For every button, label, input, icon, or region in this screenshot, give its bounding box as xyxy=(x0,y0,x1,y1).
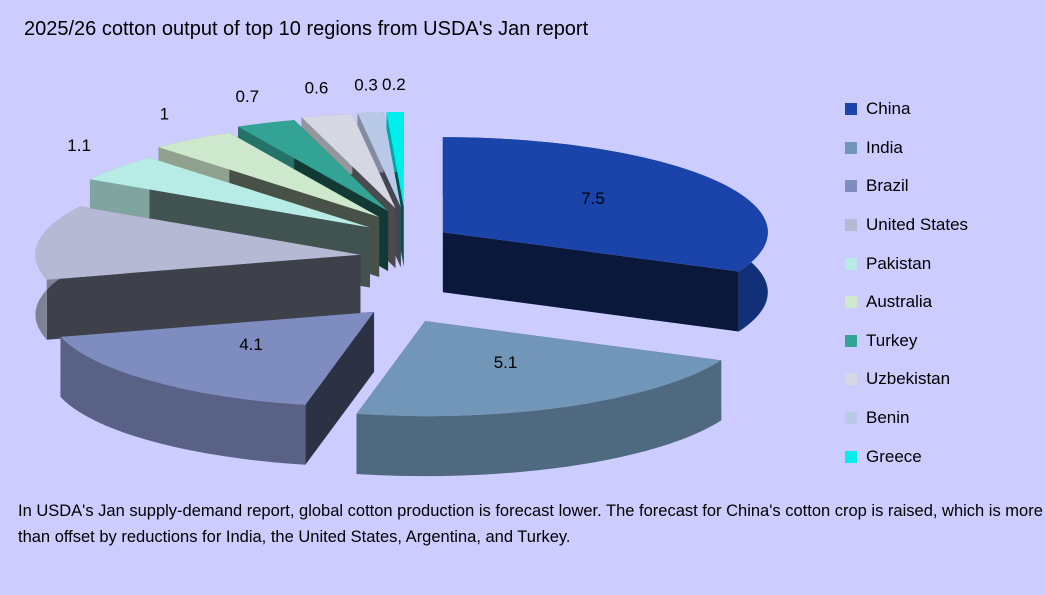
footnote: In USDA's Jan supply-demand report, glob… xyxy=(18,502,1043,546)
legend-label: Australia xyxy=(866,292,933,312)
legend-label: Greece xyxy=(866,446,922,466)
legend-label: Benin xyxy=(866,408,910,428)
slice-top xyxy=(356,321,722,417)
legend-item: Brazil xyxy=(845,167,968,206)
legend-item: United States xyxy=(845,206,968,245)
legend-item: India xyxy=(845,129,968,168)
legend-swatch xyxy=(845,219,857,232)
legend-swatch xyxy=(845,334,857,347)
data-label: 0.3 xyxy=(354,75,378,94)
legend-label: Turkey xyxy=(866,330,918,350)
pie-slice-brazil xyxy=(60,311,375,465)
slice-top xyxy=(357,112,401,208)
legend-item: Australia xyxy=(845,283,968,322)
legend-item: Uzbekistan xyxy=(845,360,968,399)
slice-top xyxy=(158,132,380,217)
legend-item: Benin xyxy=(845,399,968,438)
data-label: 1 xyxy=(160,105,169,124)
slice-side-face xyxy=(442,232,739,332)
legend-label: Brazil xyxy=(866,176,909,196)
legend-swatch xyxy=(845,296,857,309)
pie-slice-india xyxy=(356,321,722,477)
slice-outer-wall xyxy=(60,336,306,465)
pie-slice-united-states xyxy=(35,206,361,340)
data-label: 0.2 xyxy=(382,75,406,94)
legend-swatch xyxy=(845,180,857,193)
legend-item: Greece xyxy=(845,437,968,476)
legend-label: Uzbekistan xyxy=(866,369,951,389)
legend: China India Brazil United States Pakistan Aus… xyxy=(845,90,968,476)
slice-top xyxy=(386,112,404,208)
data-label: 4.1 xyxy=(239,335,263,354)
legend-label: United States xyxy=(866,215,969,235)
legend-swatch xyxy=(845,141,857,154)
legend-swatch xyxy=(845,103,857,116)
data-label: 7.5 xyxy=(581,189,605,208)
legend-swatch xyxy=(845,257,857,270)
slice-top xyxy=(442,137,768,272)
slice-top xyxy=(60,311,375,405)
pie-slice-china xyxy=(442,137,768,332)
legend-swatch xyxy=(845,412,857,425)
legend-label: Pakistan xyxy=(866,253,932,273)
legend-swatch xyxy=(845,373,857,386)
slice-top xyxy=(35,206,361,280)
legend-item: Pakistan xyxy=(845,244,968,283)
data-label: 0.7 xyxy=(236,87,260,106)
slice-outer-wall xyxy=(356,360,722,477)
data-label: 1.1 xyxy=(67,136,91,155)
data-label: 0.6 xyxy=(305,78,329,97)
legend-item: Turkey xyxy=(845,322,968,361)
legend-label: India xyxy=(866,137,903,157)
data-label: 5.1 xyxy=(494,353,518,372)
legend-item: China xyxy=(845,90,968,129)
legend-swatch xyxy=(845,450,857,463)
slice-top xyxy=(89,157,370,228)
chart-title: 2025/26 cotton output of top 10 regions … xyxy=(24,18,589,40)
slice-top xyxy=(238,120,389,212)
legend-label: China xyxy=(866,99,911,119)
slice-top xyxy=(301,114,396,209)
